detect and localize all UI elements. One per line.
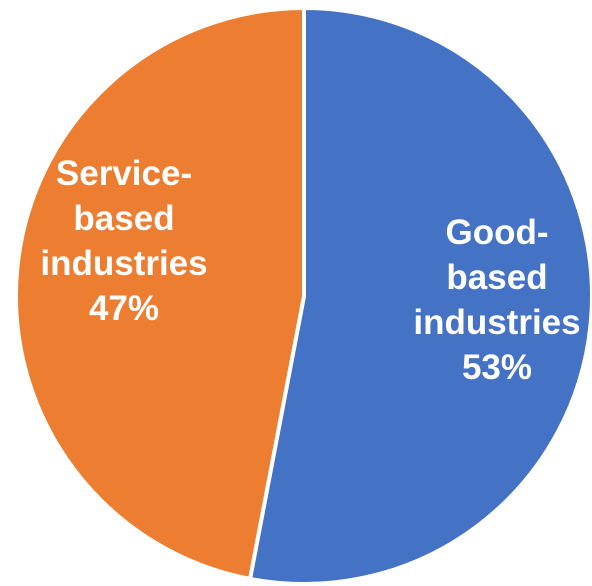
pie-slice-label-line: Service- — [56, 154, 192, 193]
pie-slice-percent: 47% — [89, 289, 159, 328]
pie-slices — [14, 6, 592, 586]
pie-slice-service-based — [14, 6, 306, 581]
pie-slice-label-line: based — [73, 199, 174, 238]
pie-slice-label-good-based: Good-based industries 53% — [413, 213, 580, 387]
pie-slice-label-line: industries — [413, 303, 580, 342]
pie-slice-label-line: Good- — [445, 213, 548, 252]
pie-slice-label-service-based: Service-based industries 47% — [40, 154, 207, 328]
pie-slice-label-line: industries — [40, 244, 207, 283]
pie-slice-good-based — [248, 6, 592, 586]
pie-slice-label-line: based — [446, 258, 547, 297]
pie-slice-percent: 53% — [462, 348, 532, 387]
pie-labels: Good-based industries 53% Service-based indu… — [40, 154, 580, 387]
